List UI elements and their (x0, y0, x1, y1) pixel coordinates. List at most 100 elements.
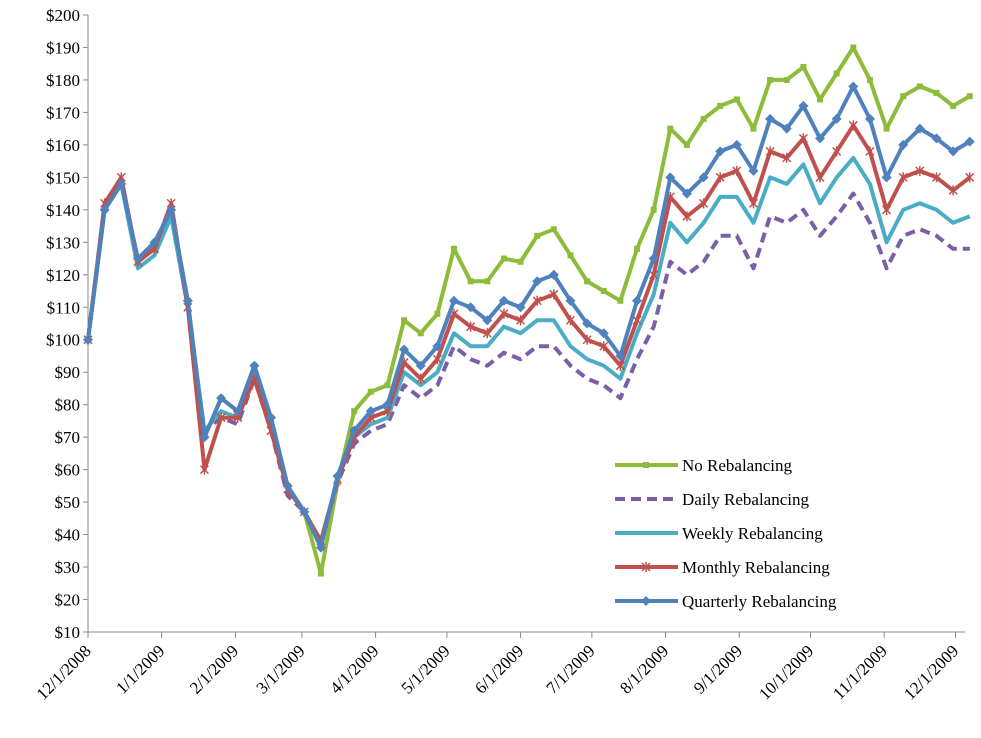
marker (550, 226, 557, 233)
marker (216, 393, 227, 404)
marker (632, 295, 643, 306)
marker (266, 412, 277, 423)
marker (582, 334, 592, 345)
marker (748, 198, 759, 209)
marker (882, 204, 892, 215)
marker (817, 96, 824, 103)
marker (116, 178, 127, 189)
marker (166, 204, 177, 215)
y-tick-label: $110 (47, 298, 80, 317)
marker (750, 125, 757, 132)
marker (632, 315, 642, 326)
marker (914, 123, 925, 134)
series (83, 81, 975, 553)
marker (565, 315, 575, 326)
line (86, 181, 970, 544)
marker (434, 310, 441, 317)
legend-label: Daily Rebalancing (682, 490, 809, 509)
x-tick-label: 11/1/2009 (829, 641, 891, 703)
marker (815, 133, 826, 144)
legend-label: No Rebalancing (682, 456, 792, 475)
y-tick-label: $100 (46, 331, 80, 350)
y-tick-label: $10 (55, 623, 81, 642)
marker (615, 360, 625, 371)
marker (948, 146, 959, 157)
marker (584, 278, 591, 285)
marker (717, 102, 724, 109)
x-tick-label: 12/1/2009 (900, 641, 962, 703)
y-tick-label: $70 (55, 428, 81, 447)
x-tick-label: 7/1/2009 (543, 641, 599, 697)
x-tick-label: 8/1/2009 (616, 641, 672, 697)
marker (565, 295, 576, 306)
marker (715, 172, 725, 183)
marker (898, 172, 908, 183)
y-tick-label: $170 (46, 103, 80, 122)
marker (681, 188, 692, 199)
marker (931, 133, 942, 144)
marker (948, 185, 958, 196)
marker (600, 288, 607, 295)
marker (850, 44, 857, 51)
marker (599, 341, 609, 352)
x-tick-label: 9/1/2009 (690, 641, 746, 697)
marker (900, 93, 907, 100)
marker (432, 354, 442, 365)
marker (482, 328, 492, 339)
y-tick-label: $90 (55, 363, 81, 382)
marker (782, 152, 792, 163)
marker (733, 96, 740, 103)
marker (317, 570, 324, 577)
marker (833, 70, 840, 77)
marker (549, 289, 559, 300)
y-tick-label: $50 (55, 493, 81, 512)
marker (667, 125, 674, 132)
series (83, 120, 975, 547)
y-tick-label: $80 (55, 396, 81, 415)
marker (865, 146, 875, 157)
marker (665, 172, 676, 183)
marker (966, 93, 973, 100)
y-tick-label: $40 (55, 526, 81, 545)
marker (132, 253, 143, 264)
marker (484, 278, 491, 285)
marker (401, 317, 408, 324)
marker (965, 172, 975, 183)
marker (916, 83, 923, 90)
x-tick-label: 10/1/2009 (755, 641, 817, 703)
series (86, 155, 971, 544)
legend: No Rebalancing Daily Rebalancing Weekly Re… (615, 456, 837, 611)
y-tick-label: $150 (46, 168, 80, 187)
marker (964, 136, 975, 147)
marker (367, 388, 374, 395)
marker (831, 113, 842, 124)
line (86, 155, 971, 544)
marker (498, 295, 509, 306)
marker (798, 133, 808, 144)
line (86, 123, 972, 544)
marker (641, 596, 651, 606)
marker (800, 63, 807, 70)
marker (249, 360, 260, 371)
y-tick-label: $200 (46, 6, 80, 25)
x-tick-label: 6/1/2009 (471, 641, 527, 697)
marker (299, 506, 310, 517)
marker (881, 172, 892, 183)
marker (517, 258, 524, 265)
marker (643, 462, 649, 468)
x-tick-label: 3/1/2009 (253, 641, 309, 697)
legend-label: Weekly Rebalancing (682, 524, 823, 543)
marker (615, 350, 626, 361)
y-tick-label: $180 (46, 71, 80, 90)
marker (648, 253, 659, 264)
marker (848, 81, 859, 92)
marker (864, 113, 875, 124)
marker (933, 89, 940, 96)
marker (515, 302, 526, 313)
marker (532, 295, 542, 306)
x-tick-label: 1/1/2009 (112, 641, 168, 697)
marker (832, 146, 842, 157)
series (86, 181, 970, 544)
marker (634, 245, 641, 252)
